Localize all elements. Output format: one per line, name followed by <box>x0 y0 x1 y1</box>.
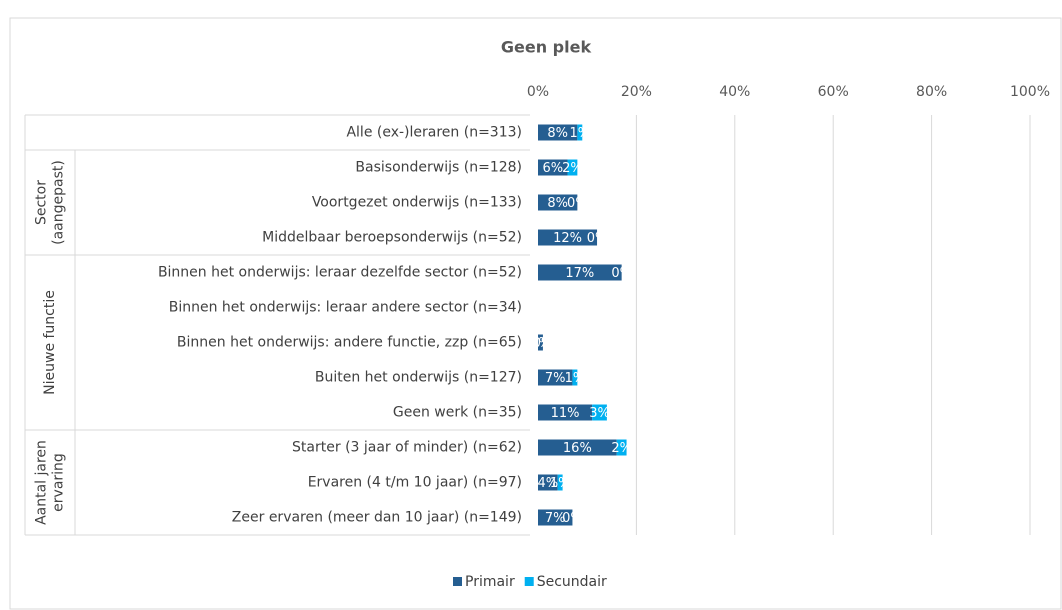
bar-segment <box>538 159 568 176</box>
legend-label: Primair <box>465 574 515 590</box>
group-label: Aantal jaren <box>34 440 50 525</box>
bar-segment <box>616 439 627 456</box>
legend-label: Secundair <box>537 574 607 590</box>
x-tick-label: 20% <box>621 84 652 100</box>
category-label: Starter (3 jaar of minder) (n=62) <box>292 440 522 456</box>
group-label: (aangepast) <box>51 160 67 245</box>
data-label: 0% <box>533 336 554 351</box>
category-label: Ervaren (4 t/m 10 jaar) (n=97) <box>308 475 522 491</box>
data-label: 6% <box>542 161 563 176</box>
bar-segment <box>538 334 543 351</box>
x-tick-label: 80% <box>916 84 947 100</box>
bar-segment <box>538 509 573 526</box>
bar-segment <box>557 474 563 491</box>
category-label: Alle (ex-)leraren (n=313) <box>346 125 522 141</box>
category-label: Binnen het onderwijs: leraar dezelfde se… <box>158 265 522 281</box>
bar-segment <box>572 369 578 386</box>
bar-segment <box>538 124 578 141</box>
x-tick-label: 40% <box>719 84 750 100</box>
data-label: 2% <box>611 441 632 456</box>
data-label: 3% <box>589 406 610 421</box>
group-label: ervaring <box>51 453 67 512</box>
data-label: 2% <box>562 161 583 176</box>
data-label: 8% <box>547 196 568 211</box>
bar-segment <box>567 159 578 176</box>
data-label: 0% <box>611 266 632 281</box>
bar-segment <box>538 264 622 281</box>
data-label: 1% <box>565 371 586 386</box>
chart-frame <box>9 17 1062 610</box>
chart-title: Geen plek <box>501 38 592 57</box>
data-label: 4% <box>538 476 559 491</box>
bar-segment <box>538 369 573 386</box>
x-tick-label: 60% <box>818 84 849 100</box>
data-label: 1% <box>550 476 571 491</box>
category-label: Geen werk (n=35) <box>393 405 522 421</box>
bar-segment <box>592 404 607 421</box>
data-label: 17% <box>565 266 594 281</box>
category-label: Buiten het onderwijs (n=127) <box>315 370 522 386</box>
x-tick-label: 100% <box>1010 84 1050 100</box>
bar-segment <box>538 474 558 491</box>
legend-swatch <box>453 577 462 586</box>
category-label: Basisonderwijs (n=128) <box>355 160 522 176</box>
category-label: Voortgezet onderwijs (n=133) <box>312 195 522 211</box>
data-label: 1% <box>530 336 551 351</box>
bar-segment <box>538 229 598 246</box>
data-label: 8% <box>547 126 568 141</box>
group-label: Sector <box>34 180 50 225</box>
category-label: Zeer ervaren (meer dan 10 jaar) (n=149) <box>232 510 522 526</box>
legend-swatch <box>524 577 534 586</box>
data-label: 0% <box>567 196 588 211</box>
x-tick-label: 0% <box>527 84 549 100</box>
category-label: Middelbaar beroepsonderwijs (n=52) <box>262 230 522 246</box>
data-label: 16% <box>563 441 592 456</box>
bar-segment <box>538 404 593 421</box>
bar-segment <box>538 194 578 211</box>
bar-segment <box>577 124 583 141</box>
data-label: 0% <box>562 511 583 526</box>
group-label: Nieuwe functie <box>42 290 58 395</box>
category-label: Binnen het onderwijs: andere functie, zz… <box>177 335 522 351</box>
data-label: 1% <box>570 126 591 141</box>
data-label: 12% <box>553 231 582 246</box>
data-label: 0% <box>587 231 608 246</box>
data-label: 7% <box>545 371 566 386</box>
data-label: 7% <box>545 511 566 526</box>
bar-segment <box>538 439 617 456</box>
data-label: 11% <box>551 406 580 421</box>
category-label: Binnen het onderwijs: leraar andere sect… <box>169 300 522 316</box>
